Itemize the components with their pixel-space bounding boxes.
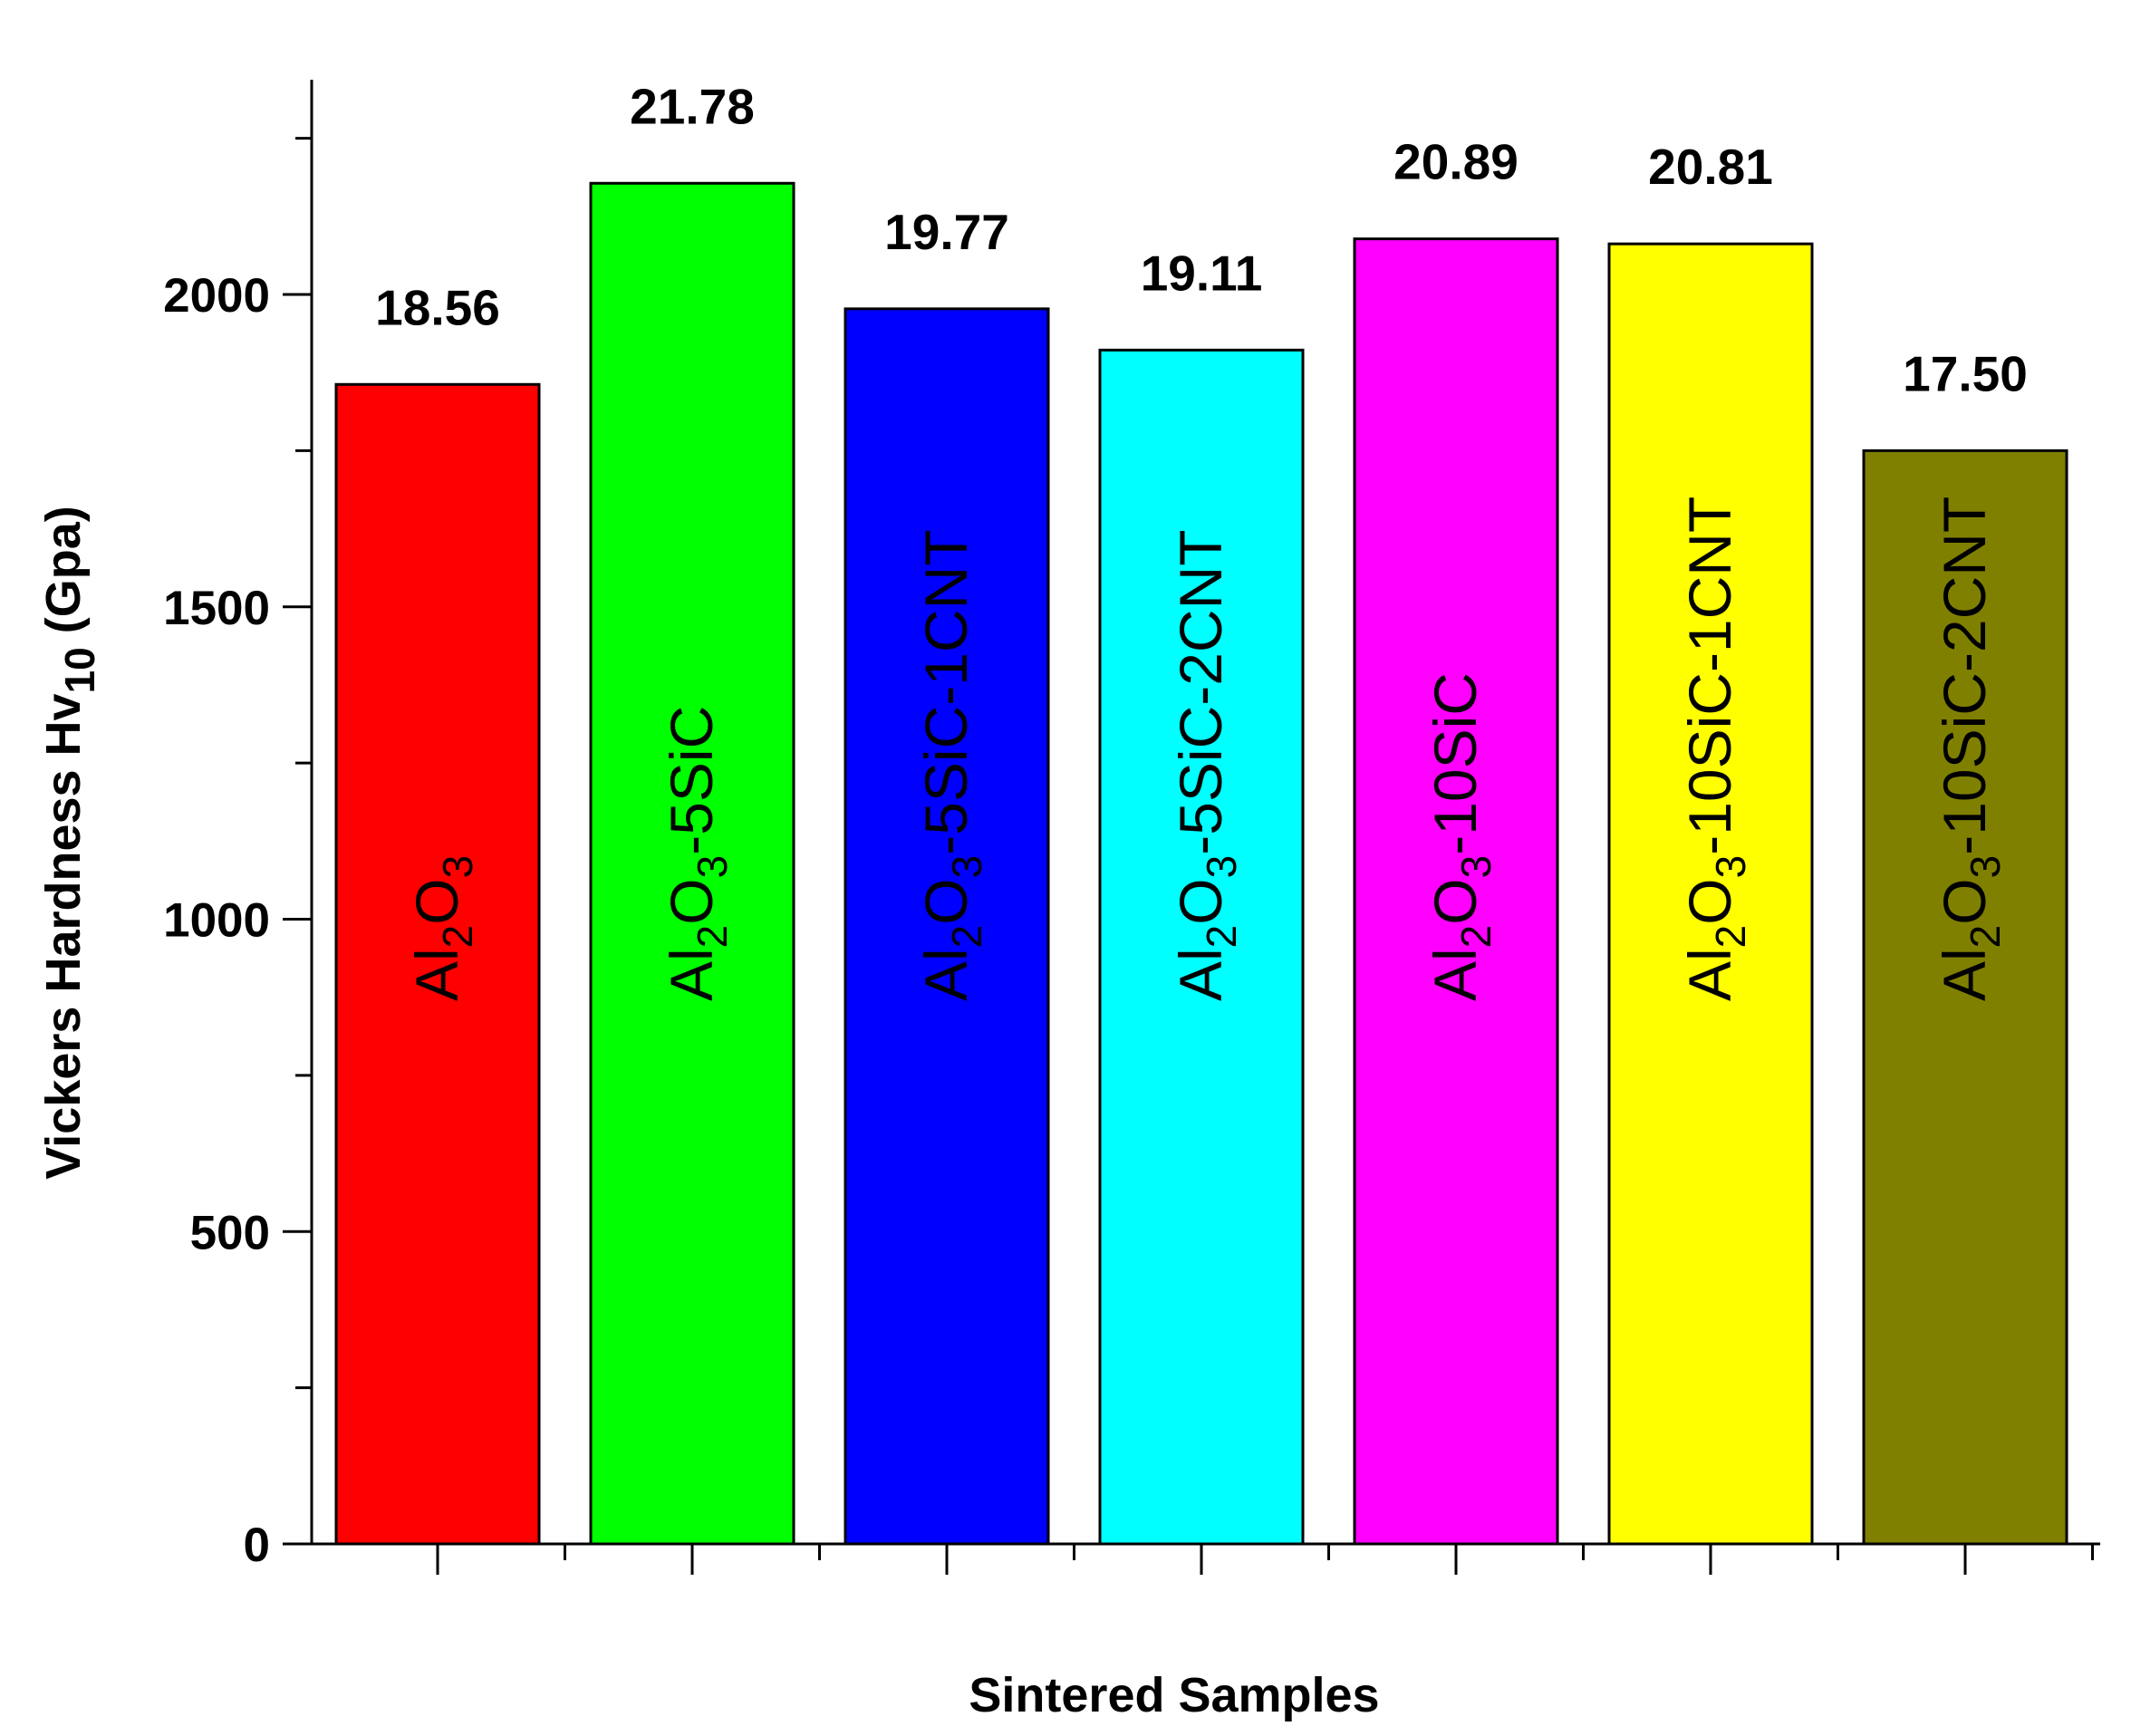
value-label-1: 18.56 <box>375 279 500 335</box>
category-label-2: Al2O3-5SiC <box>658 706 736 1001</box>
bars-group <box>334 181 2068 1546</box>
y-tick-label: 2000 <box>163 269 270 323</box>
category-label-3: Al2O3-5SiC-1CNT <box>912 529 990 1001</box>
bar-4 <box>1098 348 1305 1546</box>
bar-1 <box>334 382 541 1546</box>
y-tick-label: 0 <box>244 1519 270 1572</box>
category-label-4: Al2O3-5SiC-2CNT <box>1167 529 1245 1001</box>
bar-6 <box>1607 242 1814 1546</box>
y-axis-title: Vickers Hardness Hv10 (Gpa) <box>36 506 103 1180</box>
axes-group <box>283 80 2100 1575</box>
y-tick-label: 1000 <box>163 894 270 948</box>
value-label-2: 21.78 <box>630 78 755 134</box>
category-label-1: Al2O3 <box>403 855 481 1001</box>
bar-2 <box>589 181 796 1546</box>
y-tick-label: 500 <box>190 1206 270 1259</box>
x-axis-title: Sintered Samples <box>969 1668 1379 1722</box>
bar-3 <box>844 307 1050 1546</box>
value-label-4: 19.11 <box>1141 245 1263 301</box>
category-label-5: Al2O3-10SiC <box>1422 672 1499 1001</box>
category-label-6: Al2O3-10SiC-1CNT <box>1676 497 1754 1001</box>
labels-group: 18.56 Al2O3 21.78 Al2O3-5SiC 19.77 Al2O3-5SiC… <box>36 78 2028 1722</box>
value-label-6: 20.81 <box>1648 139 1773 195</box>
bar-5 <box>1353 237 1559 1546</box>
value-label-3: 19.77 <box>884 204 1009 260</box>
category-label-7: Al2O3-10SiC-2CNT <box>1931 497 2009 1001</box>
value-label-7: 17.50 <box>1903 345 2028 401</box>
value-label-5: 20.89 <box>1393 134 1519 190</box>
y-tick-label: 1500 <box>163 582 270 635</box>
